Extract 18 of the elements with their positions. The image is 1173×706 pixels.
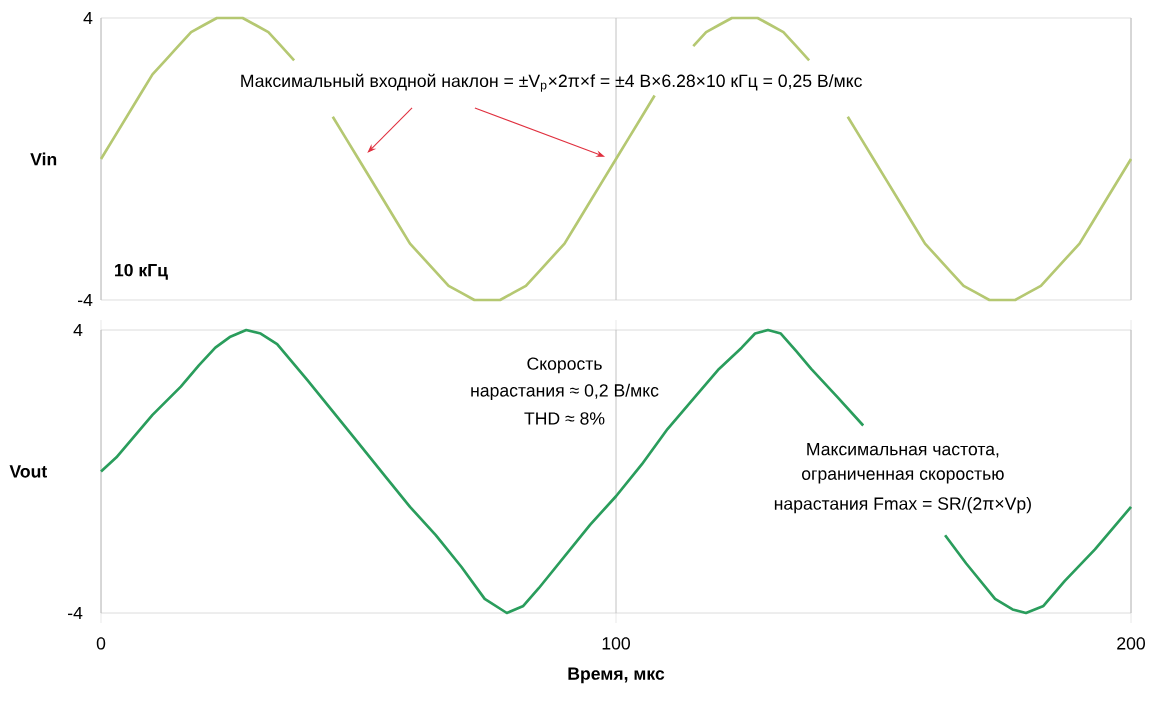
y-axis-title: Vout (9, 465, 48, 478)
annotation: ограниченная скоростью (801, 470, 1004, 484)
annotation: Максимальный входной наклон = ±V$_{p}$×2π×f = ±4 В×6.28×10 кГц = 0,25 В/мкс (241, 73, 862, 92)
annotation: Максимальная частота, (807, 443, 999, 458)
x-tick-label: 200 (1117, 637, 1145, 650)
y-tick-label: 4 (73, 323, 83, 337)
x-tick-label: 0 (96, 637, 106, 650)
annotation: нарастания Fmax = SR/(2π×Vp) (774, 496, 1031, 514)
y-tick-label: 4 (83, 11, 93, 25)
y-axis-title: Vin (30, 152, 57, 166)
x-axis-title: Время, мкс (568, 667, 665, 684)
y-tick-label: -4 (77, 293, 93, 307)
annotation: нарастания ≈ 0,2 В/мкс (471, 383, 659, 401)
annotation: THD ≈ 8% (524, 412, 605, 425)
annotation: 10 кГц (115, 263, 168, 280)
x-tick-label: 100 (602, 637, 630, 650)
annotation: Скорость (527, 357, 602, 374)
y-tick-label: -4 (67, 606, 83, 620)
